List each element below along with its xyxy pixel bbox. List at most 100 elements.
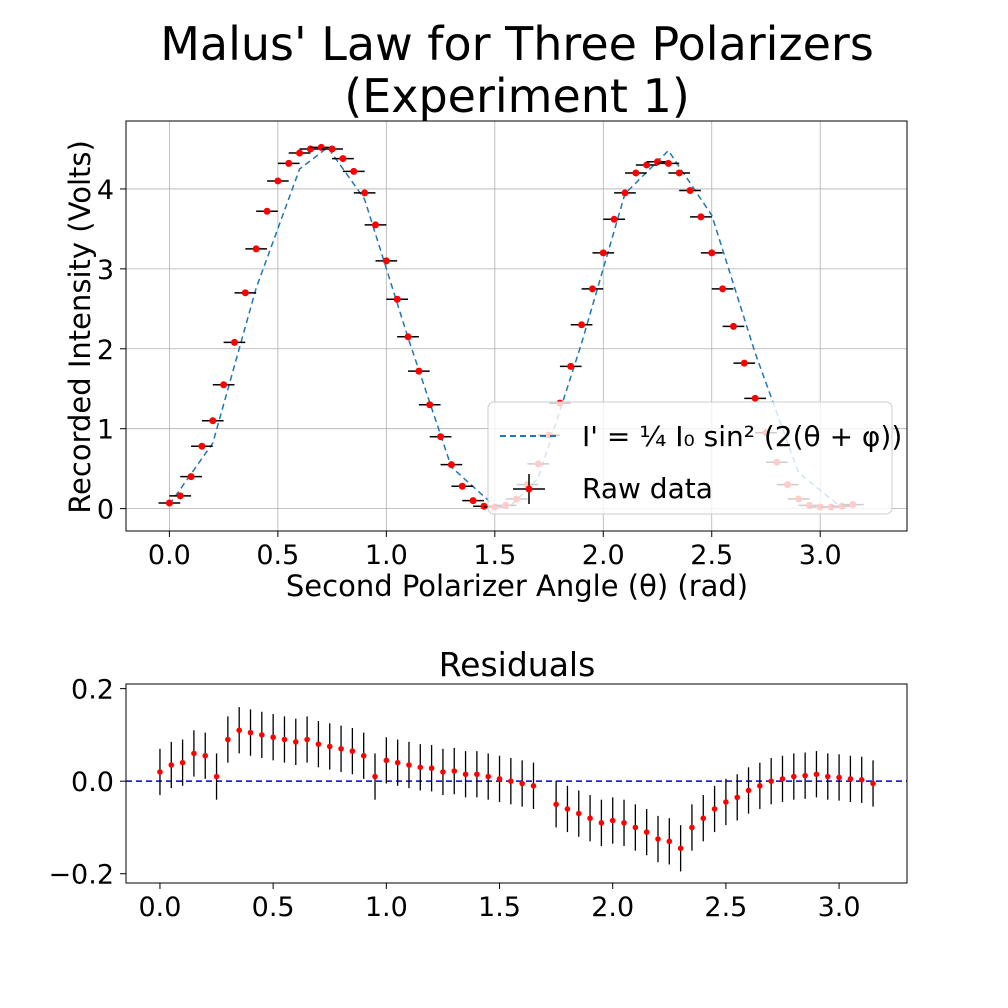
residual-point [734, 794, 741, 801]
residual-point [609, 817, 616, 824]
residual-point [281, 736, 288, 743]
raw-data-point [437, 433, 445, 441]
residual-point [836, 774, 842, 781]
raw-data-point [263, 207, 271, 215]
residual-point [440, 769, 446, 775]
main-y-axis-label: Recorded Intensity (Volts) [63, 140, 97, 514]
residual-point [655, 836, 661, 842]
residuals-y-ticks: 0.2 0.0 −0.2 [48, 675, 126, 891]
residual-point [632, 824, 639, 831]
residual-point [666, 838, 673, 845]
x-tick-label: 1.0 [365, 892, 408, 923]
raw-data-point [317, 143, 325, 151]
residuals-plot-frame [125, 683, 908, 884]
raw-data-point [567, 362, 575, 370]
residual-point [779, 776, 786, 782]
raw-data-point [675, 169, 683, 177]
residual-point [451, 768, 458, 774]
raw-data-point [393, 295, 401, 303]
y-tick-label: 1 [97, 415, 114, 446]
residual-point [813, 771, 820, 778]
raw-data-point [285, 159, 293, 167]
raw-data-point [198, 442, 206, 450]
y-tick-label: 3 [97, 255, 114, 286]
chart-title-line-1: Malus' Law for Three Polarizers [160, 17, 874, 71]
raw-data-point [339, 155, 347, 163]
residual-point [677, 845, 684, 852]
x-tick-label: 0.5 [256, 540, 299, 571]
residual-point [225, 736, 231, 743]
residual-point [700, 815, 707, 822]
residual-point [847, 776, 854, 782]
x-tick-label: 1.5 [478, 892, 521, 923]
x-tick-label: 2.5 [690, 540, 733, 571]
raw-data-point [480, 502, 488, 510]
raw-data-point [361, 189, 369, 197]
legend-raw-label: Raw data [582, 472, 713, 505]
y-tick-label: 0 [97, 495, 114, 526]
main-chart: Malus' Law for Three Polarizers (Experim… [63, 17, 908, 603]
residual-point [802, 772, 808, 779]
residual-point [372, 773, 378, 780]
x-tick-label: 0.0 [148, 540, 191, 571]
residual-point [383, 757, 390, 764]
residual-point [179, 759, 186, 766]
raw-data-point [404, 333, 412, 341]
residual-point [621, 820, 627, 826]
raw-data-point [686, 187, 694, 195]
raw-data-point [371, 221, 379, 229]
raw-data-point [458, 482, 466, 490]
raw-data-point [187, 473, 195, 481]
raw-data-point [274, 177, 282, 185]
raw-data-point [729, 322, 737, 330]
y-tick-label: 0.2 [71, 675, 114, 706]
residual-point [723, 799, 729, 805]
residual-point [417, 764, 424, 771]
y-tick-label: −0.2 [48, 860, 114, 891]
legend-raw-marker [525, 485, 533, 493]
residual-point [157, 769, 163, 775]
raw-data-point [610, 215, 618, 223]
residual-point [768, 778, 774, 784]
residual-point [553, 801, 559, 808]
raw-data-point [578, 321, 586, 329]
residual-point [168, 762, 175, 768]
raw-data-point [643, 161, 651, 169]
residual-point [236, 727, 242, 734]
raw-data-point [751, 394, 759, 402]
x-tick-label: 2.0 [591, 892, 634, 923]
residual-point [349, 748, 356, 754]
x-tick-label: 3.0 [818, 892, 861, 923]
residual-point [259, 732, 265, 738]
raw-data-point [664, 159, 672, 167]
residual-point [202, 752, 209, 759]
raw-data-point [447, 461, 455, 469]
residual-point [858, 776, 865, 783]
raw-data-point [719, 285, 727, 293]
raw-data-point [588, 285, 596, 293]
x-tick-label: 0.0 [138, 892, 181, 923]
residual-point [530, 783, 537, 789]
residual-point [428, 765, 435, 772]
raw-data-point [252, 245, 260, 253]
residual-points [157, 707, 876, 872]
residual-point [247, 729, 254, 736]
raw-data-point [209, 417, 217, 425]
raw-data-point [241, 289, 249, 297]
raw-data-point [382, 257, 390, 265]
residual-point [270, 734, 276, 741]
x-tick-label: 1.5 [473, 540, 516, 571]
residual-point [496, 776, 503, 782]
residual-point [575, 810, 582, 817]
residual-point [791, 773, 797, 780]
residual-point [474, 771, 480, 778]
residual-point [315, 741, 322, 747]
residual-point [485, 773, 492, 780]
y-tick-label: 0.0 [71, 767, 114, 798]
raw-data-point [165, 499, 173, 507]
raw-data-point [220, 381, 228, 389]
residual-point [689, 824, 695, 831]
x-tick-label: 3.0 [799, 540, 842, 571]
x-tick-label: 1.0 [365, 540, 408, 571]
main-x-ticks: 0.0 0.5 1.0 1.5 2.0 2.5 3.0 [148, 531, 842, 571]
